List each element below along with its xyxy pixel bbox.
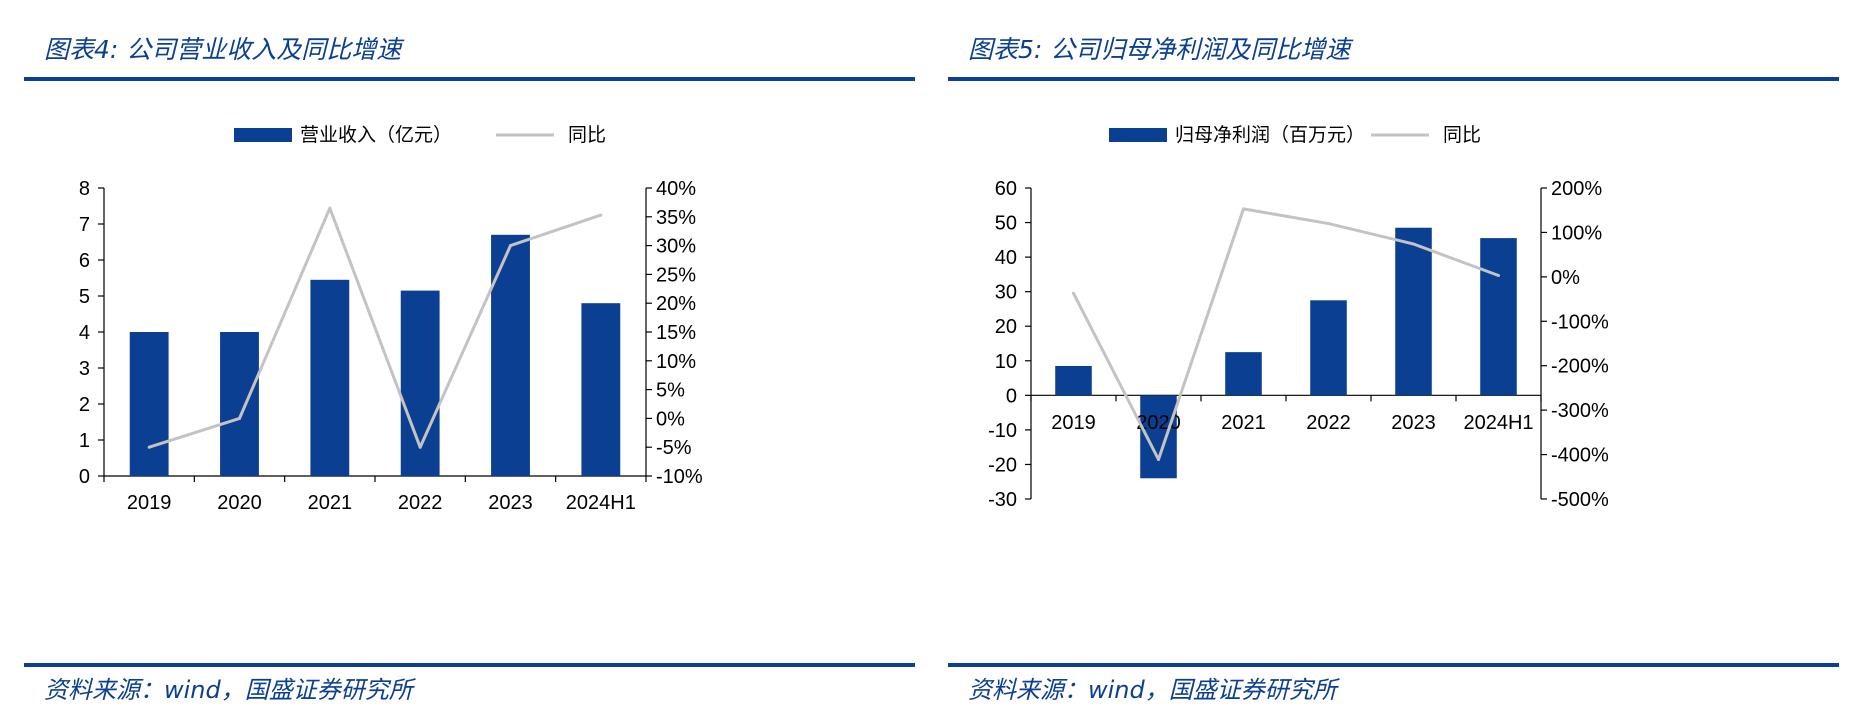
bar xyxy=(1480,238,1517,396)
yoy-point xyxy=(1157,457,1160,461)
left-axis-tick-label: 4 xyxy=(79,322,90,344)
right-axis-tick-label: -200% xyxy=(1551,356,1609,378)
bar xyxy=(1055,365,1092,396)
yoy-point xyxy=(1327,222,1330,226)
left-axis-tick-label: 30 xyxy=(995,282,1017,304)
legend-bar-label: 归母净利润（百万元） xyxy=(1175,124,1365,146)
legend-bar-swatch xyxy=(234,128,292,142)
left-axis-tick-label: -20 xyxy=(988,454,1017,476)
left-axis-tick-label: 7 xyxy=(79,214,90,236)
right-axis-tick-label: 200% xyxy=(1551,178,1602,200)
bar xyxy=(491,234,530,476)
left-axis-tick-label: 6 xyxy=(79,250,90,272)
category-label: 2022 xyxy=(398,492,443,514)
right-axis-tick-label: 0% xyxy=(1551,267,1580,289)
right-axis-tick-label: 5% xyxy=(656,380,685,402)
yoy-point xyxy=(238,416,241,420)
yoy-point xyxy=(599,213,603,217)
category-label: 2024H1 xyxy=(566,492,636,514)
net-profit-chart-panel: 图表5: 公司归母净利润及同比增速 归母净利润（百万元） 同比 -30 -20 -10 0… xyxy=(948,0,1839,725)
left-axis-tick-label: 8 xyxy=(79,178,90,200)
yoy-point xyxy=(1412,242,1415,246)
bar xyxy=(310,279,350,476)
right-axis-tick-label: 100% xyxy=(1551,222,1602,244)
category-label: 2020 xyxy=(217,492,262,514)
category-label: 2022 xyxy=(1306,412,1351,434)
yoy-point xyxy=(1242,207,1245,211)
left-axis-tick-label: -30 xyxy=(988,489,1017,511)
legend-line-label: 同比 xyxy=(568,124,606,146)
bar xyxy=(581,303,621,476)
bar xyxy=(1225,352,1262,396)
left-axis-tick-label: 1 xyxy=(79,430,90,452)
right-axis-tick-label: -500% xyxy=(1551,489,1609,511)
yoy-line xyxy=(1072,207,1500,461)
legend-bar-swatch xyxy=(1109,128,1167,142)
left-axis-tick-label: 40 xyxy=(995,247,1017,269)
right-axis-tick-label: 20% xyxy=(656,293,696,315)
category-label: 2019 xyxy=(1051,412,1096,434)
right-axis-tick-label: 40% xyxy=(656,178,696,200)
bar xyxy=(1395,227,1432,396)
yoy-point xyxy=(328,206,332,210)
right-axis-tick-label: 0% xyxy=(656,408,685,430)
category-label: 2023 xyxy=(1391,412,1436,434)
chart-title: 图表5: 公司归母净利润及同比增速 xyxy=(968,35,1351,64)
category-label: 2023 xyxy=(488,492,533,514)
category-label: 2024H1 xyxy=(1463,412,1533,434)
left-axis-tick-label: 20 xyxy=(995,316,1017,338)
bar xyxy=(129,332,169,476)
category-label: 2021 xyxy=(308,492,353,514)
right-axis-tick-label: -300% xyxy=(1551,400,1609,422)
right-axis-tick-label: 35% xyxy=(656,207,696,229)
source-rule xyxy=(948,663,1839,667)
left-axis-tick-label: 0 xyxy=(1006,385,1017,407)
left-axis-tick-label: 2 xyxy=(79,394,90,416)
left-axis-tick-label: 3 xyxy=(79,358,90,380)
legend-line-label: 同比 xyxy=(1443,124,1481,146)
revenue-combo-chart: 营业收入（亿元） 同比 0 1 2 3 4 5 6 7 8 -10% -5% 0% 5% 10% 15% 20% 2… xyxy=(79,124,703,514)
left-axis-tick-label: 0 xyxy=(79,466,90,488)
legend: 营业收入（亿元） 同比 xyxy=(234,124,606,146)
yoy-point xyxy=(418,445,422,449)
chart-title: 图表4: 公司营业收入及同比增速 xyxy=(44,35,402,64)
source-note: 资料来源：wind，国盛证券研究所 xyxy=(44,676,413,704)
right-axis-tick-label: 30% xyxy=(656,236,696,258)
left-axis-tick-label: 60 xyxy=(995,178,1017,200)
net-profit-combo-chart: 归母净利润（百万元） 同比 -30 -20 -10 0 10 20 30 40 50 60 -500% -… xyxy=(988,124,1609,511)
title-rule xyxy=(948,77,1839,81)
category-label: 2019 xyxy=(127,492,172,514)
legend-bar-label: 营业收入（亿元） xyxy=(300,124,452,146)
left-axis-tick-label: 10 xyxy=(995,351,1017,373)
yoy-point xyxy=(509,244,512,248)
source-rule xyxy=(24,663,915,667)
right-axis-tick-label: -400% xyxy=(1551,445,1609,467)
right-axis-tick-label: 25% xyxy=(656,264,696,286)
legend: 归母净利润（百万元） 同比 xyxy=(1109,124,1481,146)
right-axis-tick-label: 15% xyxy=(656,322,696,344)
yoy-point xyxy=(147,445,151,449)
left-axis-tick-label: 50 xyxy=(995,213,1017,235)
left-axis-tick-label: -10 xyxy=(988,420,1017,442)
bar xyxy=(1310,300,1347,396)
right-axis-tick-label: 10% xyxy=(656,351,696,373)
yoy-point xyxy=(1072,291,1075,295)
left-axis-tick-label: 5 xyxy=(79,286,90,308)
yoy-point xyxy=(1497,274,1500,278)
right-axis-tick-label: -5% xyxy=(656,437,692,459)
title-rule xyxy=(24,77,915,81)
yoy-line xyxy=(148,206,602,449)
bar xyxy=(220,332,259,476)
right-axis-tick-label: -10% xyxy=(656,466,703,488)
source-note: 资料来源：wind，国盛证券研究所 xyxy=(968,676,1337,704)
revenue-chart-panel: 图表4: 公司营业收入及同比增速 营业收入（亿元） 同比 0 1 2 3 4 5 6 7 8 -10%… xyxy=(24,0,915,725)
right-axis-tick-label: -100% xyxy=(1551,311,1609,333)
category-label: 2021 xyxy=(1221,412,1266,434)
